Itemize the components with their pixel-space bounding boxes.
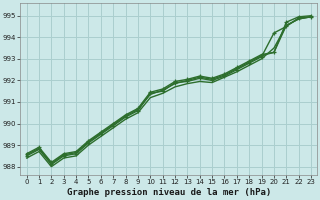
X-axis label: Graphe pression niveau de la mer (hPa): Graphe pression niveau de la mer (hPa) — [67, 188, 271, 197]
